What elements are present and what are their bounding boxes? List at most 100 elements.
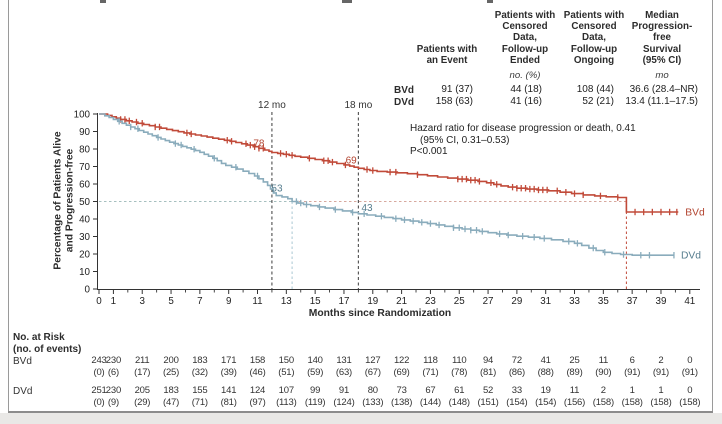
- summary-value: 41 (16): [510, 96, 542, 107]
- x-tick-label: 39: [656, 296, 667, 307]
- risk-count-cell: 2: [658, 355, 664, 366]
- summary-col-censored-ongoing: Patients with Censored Data, Follow-up O…: [556, 4, 632, 108]
- risk-count-cell: 72: [511, 355, 522, 366]
- risk-count-cell: 1: [629, 385, 635, 396]
- risk-count-cell: 19: [540, 385, 551, 396]
- summary-col-header: Patients with Censored Data, Follow-up O…: [563, 9, 625, 66]
- risk-count-cell: 99: [310, 385, 321, 396]
- summary-value: 108 (44): [576, 84, 614, 95]
- risk-count-cell: 211: [134, 355, 150, 366]
- risk-events-cell: (51): [278, 367, 295, 378]
- risk-events-cell: (17): [134, 367, 151, 378]
- risk-events-cell: (91): [624, 367, 641, 378]
- summary-col-header: Median Progression- free Survival (95% C…: [631, 9, 693, 66]
- risk-count-cell: 73: [396, 385, 407, 396]
- risk-events-cell: (46): [249, 367, 266, 378]
- timepoint-label: 12 mo: [258, 100, 286, 111]
- summary-col-header: Patients with an Event: [416, 43, 478, 66]
- risk-events-cell: (91): [681, 367, 698, 378]
- risk-count-cell: 94: [482, 355, 494, 366]
- risk-events-cell: (158): [650, 397, 672, 408]
- point-value-label: 69: [346, 155, 358, 166]
- curve-bvd: BVd: [99, 113, 705, 219]
- summary-col-event: Patients with an Event 91 (37) 158 (63): [411, 4, 483, 108]
- risk-count-cell: 200: [163, 355, 179, 366]
- summary-value: 52 (21): [582, 96, 614, 107]
- summary-row-label-bvd: BVd: [394, 85, 414, 96]
- x-tick-label: 7: [197, 296, 202, 307]
- risk-count-cell: 107: [278, 385, 294, 396]
- risk-count-cell: 6: [629, 355, 635, 366]
- risk-count-cell: 230: [105, 355, 122, 366]
- risk-count-cell: 131: [336, 355, 352, 366]
- risk-events-cell: (138): [391, 397, 413, 408]
- risk-events-cell: (78): [451, 367, 468, 378]
- panel-border-left: [8, 0, 9, 412]
- summary-col-unit: no. (%): [509, 70, 541, 81]
- point-value-label: 43: [361, 203, 373, 214]
- risk-events-cell: (32): [191, 367, 208, 378]
- reference-lines: 12 mo 18 mo: [99, 100, 627, 289]
- risk-events-cell: (88): [537, 367, 554, 378]
- risk-events-cell: (39): [220, 367, 237, 378]
- risk-count-cell: 183: [192, 355, 208, 366]
- risk-count-cell: 140: [307, 355, 323, 366]
- risk-count-cell: 0: [687, 355, 693, 366]
- risk-count-cell: 243: [91, 355, 107, 366]
- risk-events-cell: (0): [93, 397, 105, 408]
- risk-events-cell: (158): [679, 397, 701, 408]
- summary-col-median-pfs: Median Progression- free Survival (95% C…: [618, 4, 706, 108]
- risk-events-cell: (144): [419, 397, 442, 408]
- risk-events-cell: (91): [652, 367, 670, 378]
- risk-events-cell: (97): [249, 397, 266, 408]
- risk-events-cell: (25): [162, 367, 180, 378]
- risk-count-cell: 33: [511, 385, 522, 396]
- x-tick-label: 29: [511, 296, 522, 307]
- risk-events-cell: (6): [107, 367, 119, 378]
- x-tick-label: 35: [598, 296, 609, 307]
- risk-events-cell: (158): [592, 397, 614, 408]
- panel-border-bottom: [8, 411, 713, 413]
- risk-count-cell: 141: [221, 385, 237, 396]
- risk-count-cell: 52: [482, 385, 494, 396]
- risk-events-cell: (154): [506, 397, 528, 408]
- risk-count-cell: 118: [423, 355, 438, 366]
- x-tick-label: 41: [684, 296, 695, 307]
- risk-count-cell: 2: [600, 385, 606, 396]
- x-tick-label: 11: [252, 296, 262, 307]
- y-tick-label: 20: [79, 249, 90, 260]
- risk-count-cell: 25: [569, 355, 580, 366]
- cropped-text-fragment: [487, 0, 493, 3]
- risk-events-cell: (29): [134, 397, 151, 408]
- cropped-text-fragment: [342, 0, 352, 3]
- risk-events-cell: (69): [393, 367, 410, 378]
- risk-events-cell: (133): [362, 397, 384, 408]
- summary-row-labels: BVd DVd: [394, 4, 420, 109]
- risk-events-cell: (89): [566, 367, 583, 378]
- summary-value: 36.6 (28.4–NR): [629, 84, 698, 95]
- risk-events-cell: (156): [563, 397, 586, 408]
- y-tick-label: 80: [79, 144, 90, 155]
- risk-count-cell: 1: [658, 385, 664, 396]
- risk-count-cell: 158: [249, 355, 266, 366]
- curve-label-dvd: DVd: [681, 251, 701, 262]
- x-tick-label: 15: [310, 296, 321, 307]
- cropped-text-fragment: [100, 0, 106, 3]
- panel-border-right: [712, 0, 713, 412]
- x-tick-label: 3: [140, 296, 146, 307]
- x-tick-label: 33: [569, 296, 580, 307]
- curve-label-bvd: BVd: [685, 208, 705, 219]
- y-tick-label: 0: [85, 284, 91, 295]
- risk-count-cell: 11: [598, 355, 609, 366]
- y-tick-label: 70: [79, 162, 90, 173]
- point-value-label: 53: [271, 183, 283, 194]
- risk-count-cell: 230: [105, 385, 122, 396]
- p-value: P<0.001: [410, 146, 448, 158]
- risk-events-cell: (47): [162, 397, 180, 408]
- risk-count-cell: 61: [454, 385, 465, 396]
- hazard-ratio-note: Hazard ratio for disease progression or …: [410, 123, 688, 158]
- risk-events-cell: (90): [595, 367, 612, 378]
- x-tick-label: 17: [339, 296, 350, 307]
- risk-events-cell: (151): [477, 397, 499, 408]
